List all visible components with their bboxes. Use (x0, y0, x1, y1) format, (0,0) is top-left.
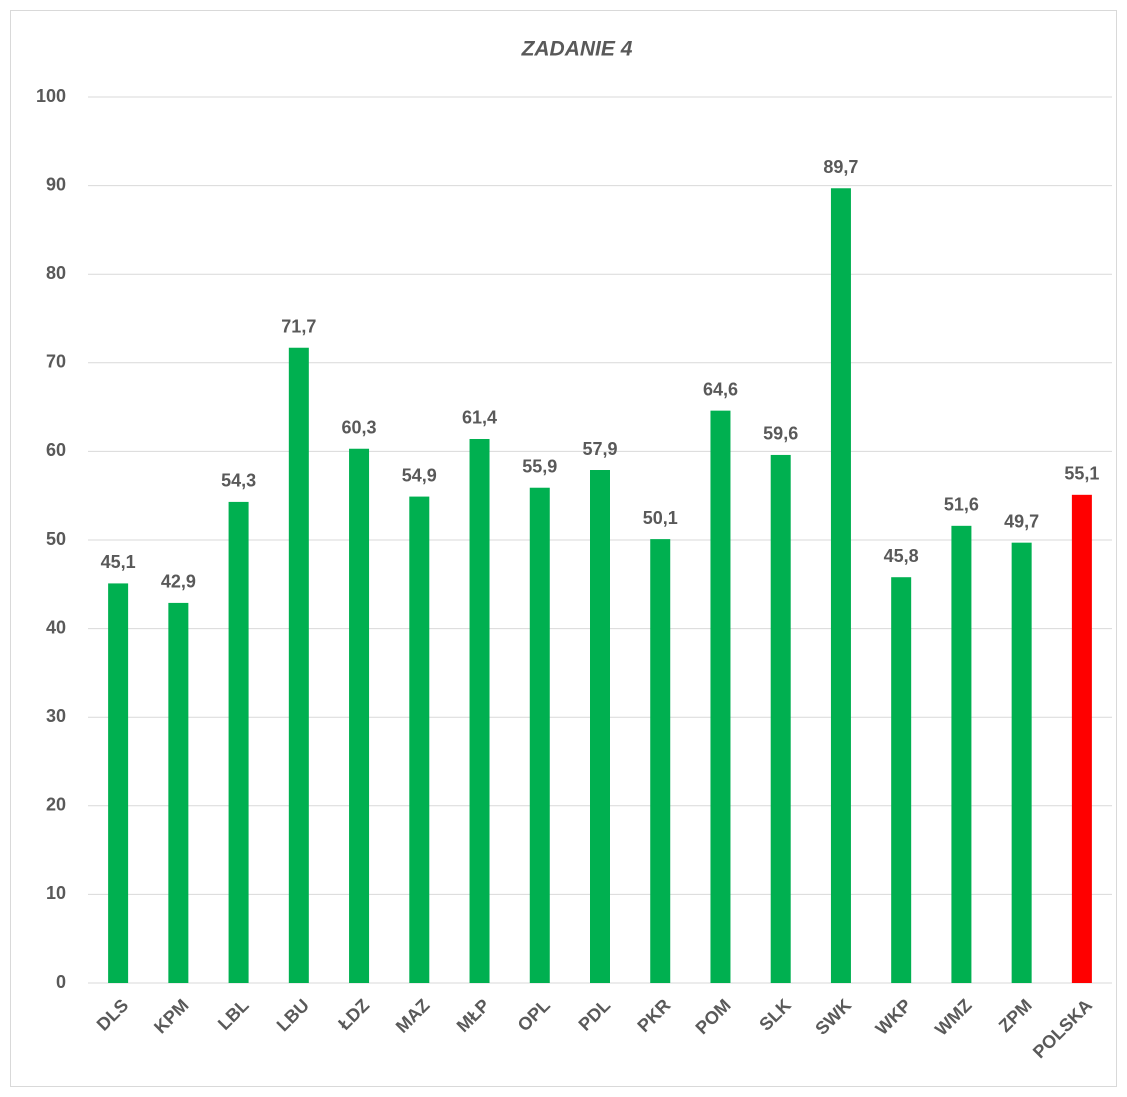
bar (770, 454, 791, 984)
bar (349, 448, 370, 983)
value-label: 60,3 (342, 417, 377, 437)
bar (228, 501, 249, 983)
value-label: 64,6 (703, 379, 738, 399)
value-label: 51,6 (944, 495, 979, 515)
y-tick-label: 20 (46, 795, 66, 815)
bar (590, 470, 610, 984)
y-tick-label: 10 (46, 883, 66, 903)
value-label: 55,9 (522, 456, 557, 476)
bar (168, 602, 189, 983)
y-tick-label: 50 (46, 529, 66, 549)
value-label: 57,9 (582, 439, 617, 459)
y-tick-label: 0 (56, 972, 66, 992)
value-label: 50,1 (643, 508, 678, 528)
bar (650, 539, 671, 983)
y-tick-label: 90 (46, 174, 66, 194)
chart-title: ZADANIE 4 (521, 38, 633, 61)
bar (951, 525, 972, 983)
bar (529, 487, 550, 983)
value-label: 54,9 (402, 465, 437, 485)
value-label: 55,1 (1064, 464, 1099, 484)
bar (288, 347, 309, 983)
value-label: 45,1 (101, 552, 136, 572)
value-label: 89,7 (823, 157, 858, 177)
bar (710, 410, 731, 983)
value-label: 49,7 (1004, 511, 1039, 531)
bar (1071, 494, 1092, 983)
bar (469, 438, 490, 984)
y-tick-label: 70 (46, 352, 66, 372)
value-label: 42,9 (161, 572, 196, 592)
y-tick-label: 80 (46, 263, 66, 283)
value-label: 71,7 (281, 316, 316, 336)
y-tick-label: 30 (46, 706, 66, 726)
y-tick-label: 100 (36, 86, 66, 106)
bar (1011, 542, 1032, 983)
y-tick-label: 40 (46, 617, 66, 637)
bar (830, 188, 851, 983)
value-label: 54,3 (221, 471, 256, 491)
bar (891, 577, 912, 983)
value-label: 61,4 (462, 408, 497, 428)
bar (409, 496, 430, 983)
value-label: 59,6 (763, 424, 798, 444)
bar (108, 583, 129, 983)
y-tick-label: 60 (46, 440, 66, 460)
value-label: 45,8 (884, 546, 919, 566)
chart-border (10, 10, 1117, 1087)
